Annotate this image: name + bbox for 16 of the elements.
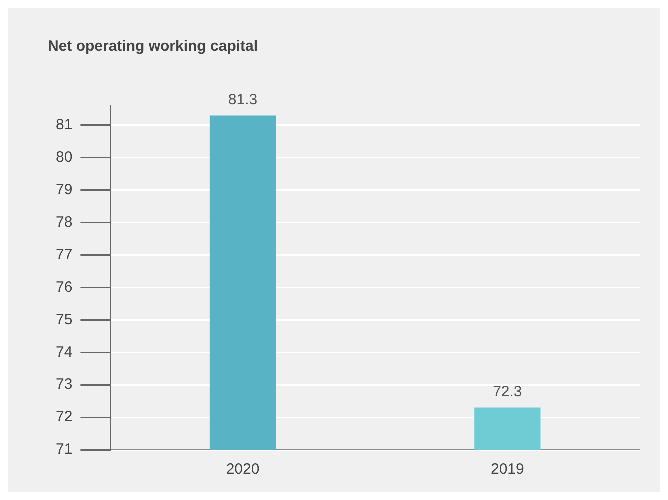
y-tick-label: 77 <box>56 246 73 264</box>
y-tick-label: 72 <box>56 408 73 426</box>
y-tick-label: 76 <box>56 278 73 296</box>
data-label: 81.3 <box>228 91 258 108</box>
y-tick-label: 78 <box>56 214 73 231</box>
y-tick-label: 80 <box>56 149 73 166</box>
y-tick-label: 74 <box>56 344 73 361</box>
chart-title: Net operating working capital <box>48 38 258 56</box>
y-tick-label: 71 <box>56 441 73 458</box>
x-tick-label: 2019 <box>490 461 524 478</box>
y-tick-label: 73 <box>56 376 73 394</box>
x-tick-label: 2020 <box>226 461 260 478</box>
data-label: 72.3 <box>493 383 522 400</box>
y-tick-label: 81 <box>56 116 73 134</box>
y-tick-label: 75 <box>56 311 73 328</box>
y-tick-label: 79 <box>56 182 73 199</box>
